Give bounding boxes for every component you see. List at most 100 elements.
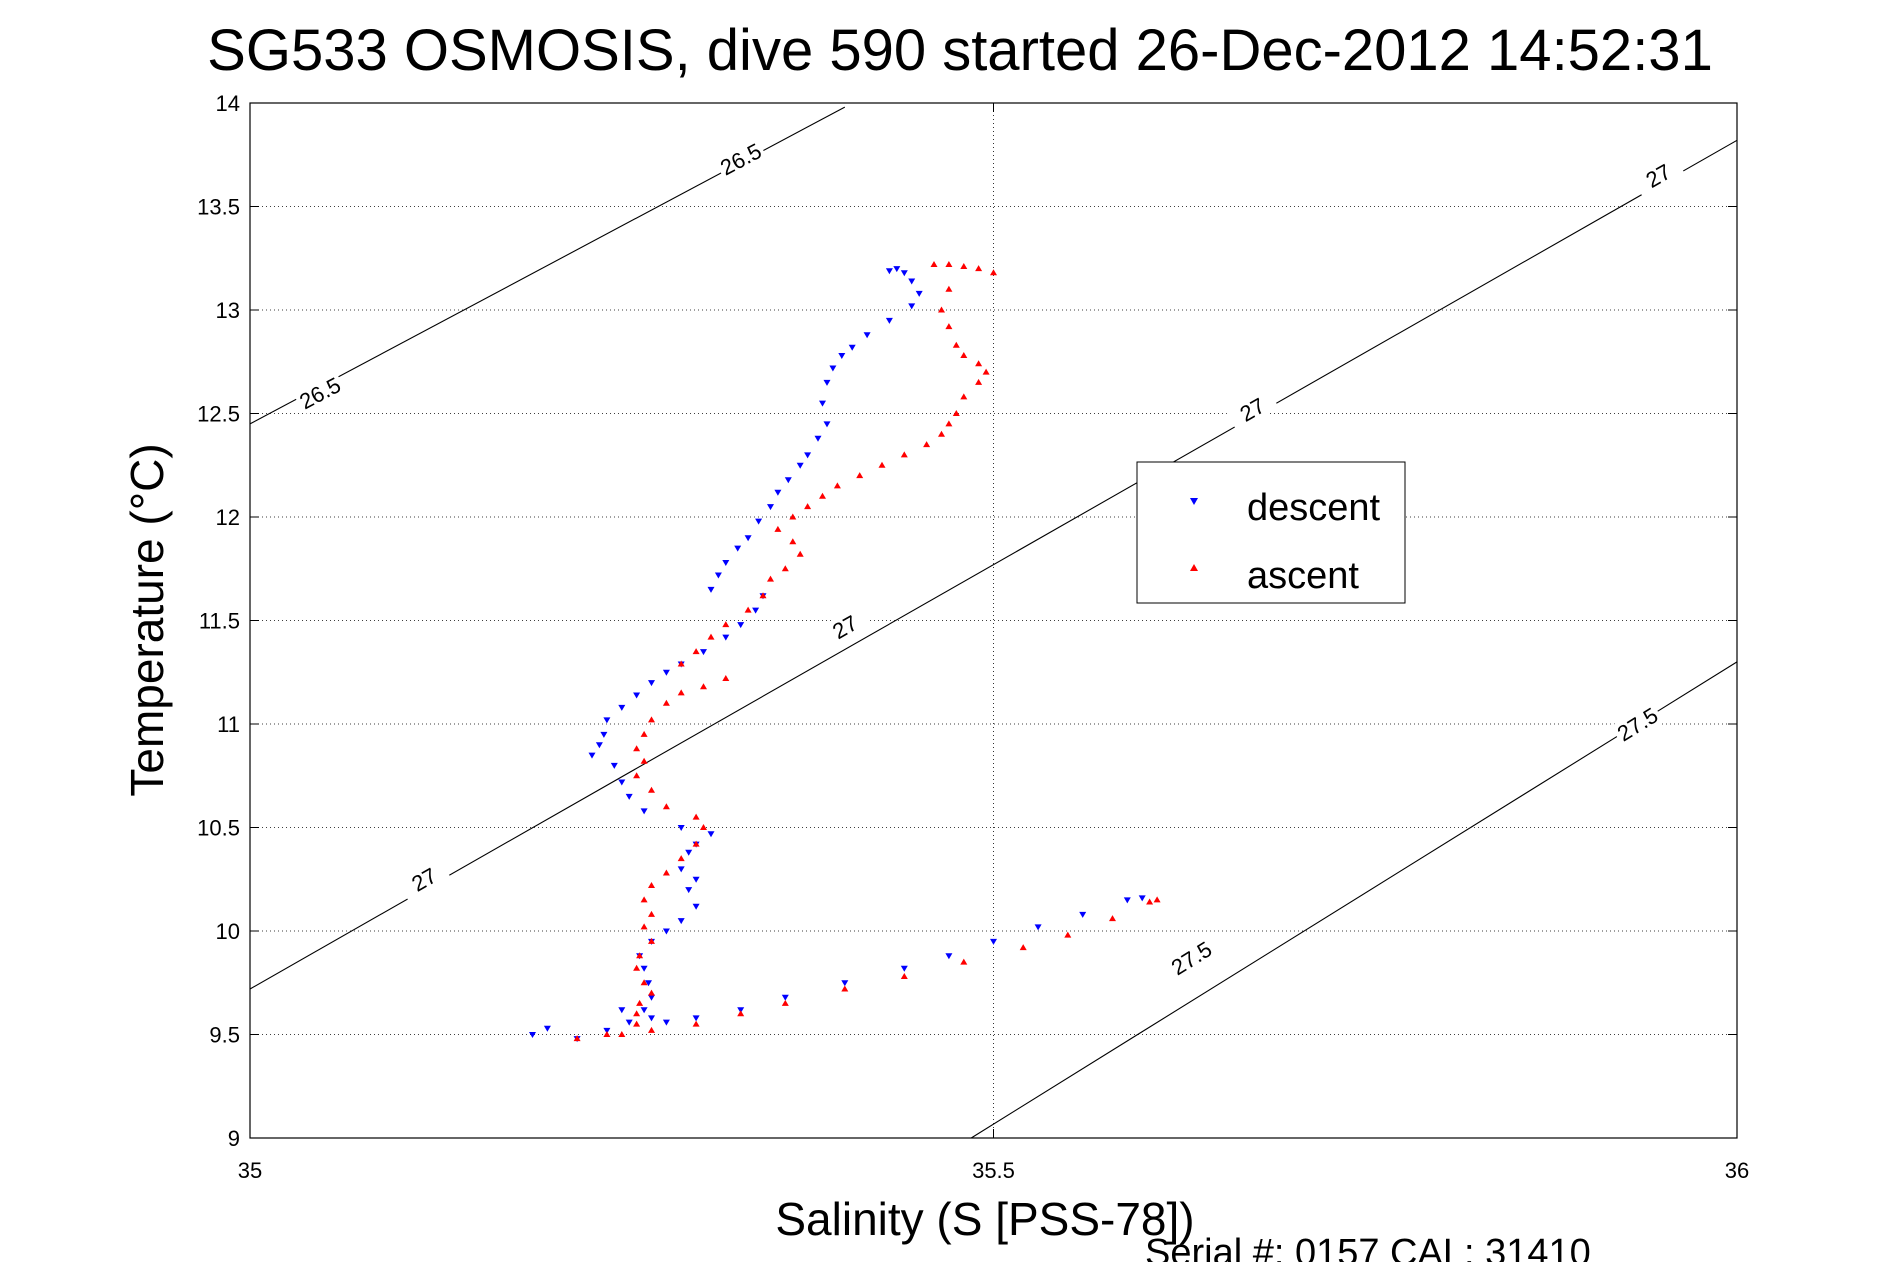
ascent-point xyxy=(982,368,990,375)
descent-point xyxy=(603,1027,611,1034)
descent-point xyxy=(900,270,908,277)
descent-point xyxy=(908,278,916,285)
isopycnal-label-bg xyxy=(818,604,872,650)
descent-point xyxy=(692,1015,700,1022)
descent-point xyxy=(848,344,856,351)
y-tick-label: 11 xyxy=(217,712,240,737)
ascent-point xyxy=(938,430,945,437)
descent-point xyxy=(838,353,846,359)
descent-point xyxy=(1123,897,1131,904)
ascent-point xyxy=(722,675,730,681)
descent-point xyxy=(595,742,603,749)
chart-title: SG533 OSMOSIS, dive 590 started 26-Dec-2… xyxy=(207,18,1713,83)
ascent-point xyxy=(1064,931,1072,938)
isopycnal-label-bg xyxy=(397,856,451,902)
y-tick-label: 10.5 xyxy=(197,816,240,841)
ascent-point xyxy=(707,633,715,640)
descent-point xyxy=(863,332,871,339)
x-axis-label: Salinity (S [PSS-78]) xyxy=(775,1193,1194,1245)
legend: descent ascent xyxy=(1136,461,1406,604)
descent-point xyxy=(640,808,648,815)
isopycnal-label-bg xyxy=(1631,153,1686,198)
ascent-point xyxy=(960,393,968,400)
descent-point xyxy=(752,607,760,614)
y-tick-label: 9.5 xyxy=(209,1023,240,1048)
ascent-point xyxy=(737,1010,745,1017)
ascent-point xyxy=(633,772,641,779)
ascent-point xyxy=(648,937,655,944)
ascent-point xyxy=(633,745,641,752)
ascent-point xyxy=(945,261,953,267)
y-tick-label: 9 xyxy=(228,1126,240,1151)
descent-point xyxy=(722,560,730,566)
ascent-point xyxy=(648,1026,655,1033)
descent-point xyxy=(648,680,655,687)
descent-point xyxy=(796,462,804,469)
ascent-point xyxy=(900,451,908,458)
ascent-point xyxy=(700,683,707,690)
y-ticks: 9 9.5 10 10.5 11 11.5 12 12.5 13 13.5 14 xyxy=(197,91,1737,1151)
descent-point xyxy=(819,400,826,407)
descent-point xyxy=(893,266,901,273)
descent-point xyxy=(692,903,700,910)
ascent-point xyxy=(648,910,655,917)
descent-point xyxy=(814,435,822,442)
ascent-point xyxy=(833,482,841,489)
descent-point xyxy=(662,669,670,676)
ascent-point xyxy=(878,461,886,468)
ascent-point xyxy=(789,538,797,545)
ascent-point xyxy=(975,265,983,272)
descent-point xyxy=(588,752,596,759)
ascent-point xyxy=(677,855,685,862)
descent-point xyxy=(625,1019,633,1026)
ascent-point xyxy=(744,606,752,613)
ascent-point xyxy=(636,999,644,1006)
ascent-point xyxy=(648,716,655,723)
descent-point xyxy=(618,1007,626,1014)
descent-point xyxy=(774,489,782,496)
ascent-point xyxy=(1153,896,1161,903)
ascent-point xyxy=(767,575,774,582)
ascent-point xyxy=(990,269,997,276)
descent-series xyxy=(529,266,1146,1043)
descent-point xyxy=(841,980,849,987)
plot-frame xyxy=(249,102,1738,1139)
isopycnal-label-bg xyxy=(713,137,768,181)
y-tick-label: 13.5 xyxy=(197,195,240,220)
ascent-point xyxy=(975,378,983,385)
descent-point xyxy=(714,572,722,579)
descent-point xyxy=(603,717,611,724)
descent-point xyxy=(625,793,633,800)
descent-point xyxy=(908,303,916,310)
ascent-point xyxy=(960,352,968,358)
descent-point xyxy=(600,731,608,738)
descent-point xyxy=(804,452,812,459)
ascent-point xyxy=(633,964,641,971)
ascent-point xyxy=(662,869,670,876)
descent-point xyxy=(640,965,648,972)
ascent-point xyxy=(677,689,685,696)
ascent-point xyxy=(633,1010,641,1017)
ascent-point xyxy=(938,306,945,313)
ascent-point xyxy=(640,923,648,930)
descent-point xyxy=(618,704,626,711)
ascent-point xyxy=(900,973,908,979)
descent-point xyxy=(618,779,626,786)
ascent-point xyxy=(700,824,707,830)
ascent-point xyxy=(923,441,931,448)
ascent-point xyxy=(648,989,655,996)
y-axis-label: Temperature (°C) xyxy=(121,443,173,796)
ascent-point xyxy=(796,550,804,557)
ascent-point xyxy=(692,1020,700,1027)
ascent-point xyxy=(774,525,782,532)
descent-point xyxy=(900,965,908,972)
descent-point xyxy=(685,849,693,856)
y-tick-label: 11.5 xyxy=(199,609,240,634)
descent-point xyxy=(722,634,730,641)
ascent-point xyxy=(804,503,812,510)
ascent-point xyxy=(640,757,648,764)
y-tick-label: 10 xyxy=(216,919,240,944)
ascent-point xyxy=(930,261,938,267)
isopycnal-label-bg xyxy=(1164,935,1218,981)
